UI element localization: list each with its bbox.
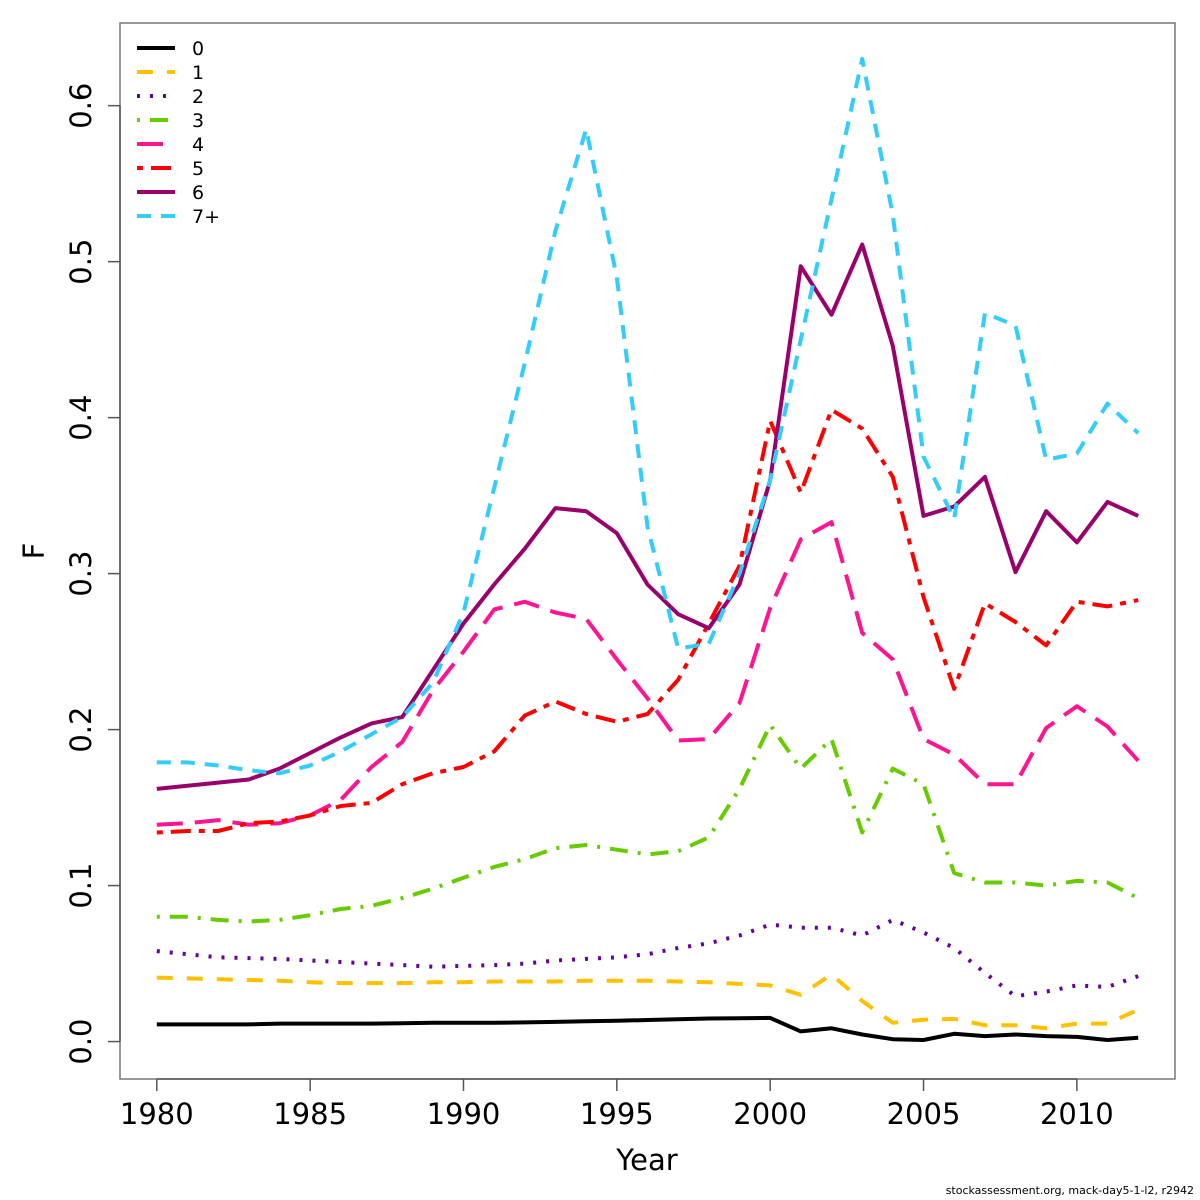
- y-tick-label: 0.6: [64, 83, 98, 129]
- legend-label: 7+: [192, 206, 220, 228]
- series-line-3: [156, 722, 1140, 924]
- x-axis-title: Year: [615, 1143, 677, 1177]
- legend-label: 2: [192, 86, 204, 108]
- y-axis-title: F: [17, 543, 51, 560]
- y-tick-label: 0.4: [64, 395, 98, 441]
- footnote: stockassessment.org, mack-day5-1-l2, r29…: [945, 1184, 1194, 1197]
- y-tick-label: 0.5: [64, 239, 98, 285]
- x-tick-label: 2000: [733, 1097, 807, 1131]
- x-tick-label: 1995: [580, 1097, 654, 1131]
- x-tick-label: 2010: [1040, 1097, 1114, 1131]
- y-tick-label: 0.3: [64, 551, 98, 597]
- y-tick-label: 0.1: [64, 863, 98, 909]
- series-line-0: [156, 1015, 1139, 1042]
- series-line-5: [156, 407, 1139, 835]
- plot-frame: [119, 22, 1176, 1080]
- x-tick-label: 1985: [273, 1097, 347, 1131]
- y-tick-label: 0.0: [64, 1019, 98, 1065]
- series-line-1: [156, 972, 1140, 1031]
- x-tick-label: 1990: [427, 1097, 501, 1131]
- series-line-4: [156, 520, 1140, 827]
- x-tick-label: 2005: [887, 1097, 961, 1131]
- legend-label: 3: [192, 110, 204, 132]
- x-axis: 1980 1985 1990 1995 2000 2005 2010: [120, 1078, 1114, 1131]
- series-layer: [156, 56, 1140, 1042]
- legend-label: 0: [192, 38, 204, 60]
- legend-label: 5: [192, 158, 204, 180]
- legend-label: 6: [192, 182, 204, 204]
- legend-label: 4: [192, 134, 204, 156]
- y-tick-label: 0.2: [64, 707, 98, 753]
- x-tick-label: 1980: [120, 1097, 194, 1131]
- legend-label: 1: [192, 62, 204, 84]
- y-axis: 0.0 0.1 0.2 0.3 0.4 0.5 0.6: [64, 83, 121, 1065]
- series-line-6: [156, 242, 1140, 791]
- series-line-7plus: [156, 56, 1140, 776]
- series-line-2: [156, 917, 1139, 999]
